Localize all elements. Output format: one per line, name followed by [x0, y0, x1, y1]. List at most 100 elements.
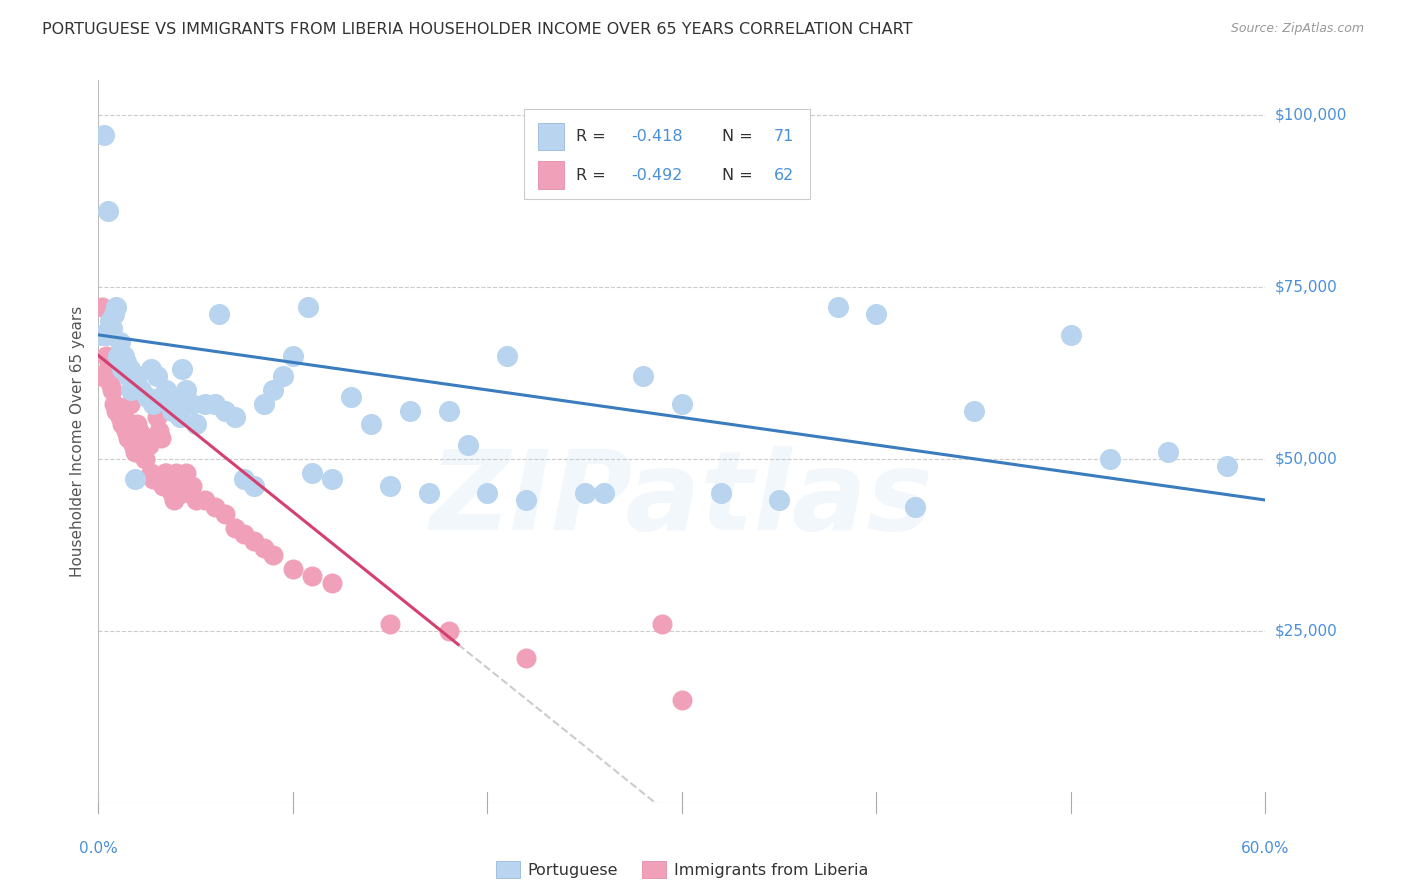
Point: [262, 548, 284, 562]
Text: 0.0%: 0.0%: [79, 840, 118, 855]
Point: [437, 403, 460, 417]
Point: [104, 403, 127, 417]
Point: [904, 500, 927, 514]
Point: [253, 541, 276, 556]
Point: [162, 403, 184, 417]
Point: [170, 362, 193, 376]
Text: -0.418: -0.418: [631, 129, 683, 145]
Point: [111, 417, 134, 432]
Point: [117, 369, 139, 384]
Point: [103, 397, 125, 411]
Point: [124, 445, 146, 459]
Point: [214, 403, 236, 417]
Point: [157, 472, 180, 486]
Point: [224, 520, 246, 534]
Point: [208, 307, 231, 321]
Point: [169, 410, 191, 425]
Point: [515, 493, 537, 508]
Point: [651, 616, 673, 631]
Text: R =: R =: [575, 169, 610, 183]
Point: [671, 397, 693, 411]
Point: [101, 383, 124, 397]
Point: [146, 369, 169, 384]
Text: N =: N =: [721, 129, 758, 145]
Point: [122, 376, 145, 390]
Point: [97, 362, 120, 376]
Point: [360, 417, 382, 432]
Point: [180, 397, 202, 411]
Point: [574, 486, 596, 500]
Point: [124, 472, 146, 486]
Point: [118, 362, 141, 376]
Point: [710, 486, 733, 500]
Text: $75,000: $75,000: [1275, 279, 1339, 294]
Text: 62: 62: [775, 169, 794, 183]
Point: [112, 410, 135, 425]
Point: [169, 479, 191, 493]
Point: [827, 301, 849, 315]
FancyBboxPatch shape: [538, 161, 564, 189]
Text: N =: N =: [721, 169, 758, 183]
Text: $25,000: $25,000: [1275, 624, 1339, 639]
Point: [96, 327, 118, 342]
Point: [98, 376, 121, 390]
Point: [204, 500, 226, 514]
Point: [93, 128, 115, 143]
Point: [398, 403, 420, 417]
Point: [204, 397, 226, 411]
Point: [103, 307, 125, 321]
Point: [233, 472, 256, 486]
Point: [159, 479, 181, 493]
Point: [114, 424, 136, 438]
Point: [155, 383, 177, 397]
Point: [114, 355, 136, 369]
Point: [127, 369, 149, 384]
Point: [1098, 451, 1121, 466]
Point: [768, 493, 790, 508]
Point: [194, 397, 217, 411]
Point: [340, 390, 363, 404]
Point: [380, 616, 402, 631]
Point: [165, 397, 187, 411]
Point: [194, 493, 217, 508]
FancyBboxPatch shape: [538, 123, 564, 151]
Point: [271, 369, 294, 384]
Point: [153, 466, 176, 480]
Point: [134, 451, 156, 466]
Y-axis label: Householder Income Over 65 years: Householder Income Over 65 years: [69, 306, 84, 577]
Point: [152, 479, 174, 493]
Point: [233, 527, 256, 541]
Point: [224, 410, 246, 425]
Text: ZIPatlas: ZIPatlas: [430, 446, 934, 553]
Text: PORTUGUESE VS IMMIGRANTS FROM LIBERIA HOUSEHOLDER INCOME OVER 65 YEARS CORRELATI: PORTUGUESE VS IMMIGRANTS FROM LIBERIA HO…: [42, 22, 912, 37]
Point: [138, 438, 160, 452]
Text: $50,000: $50,000: [1275, 451, 1339, 467]
Point: [297, 301, 319, 315]
Point: [1215, 458, 1237, 473]
Point: [121, 424, 143, 438]
Point: [1157, 445, 1180, 459]
Point: [214, 507, 236, 521]
Point: [477, 486, 499, 500]
Legend: Portuguese, Immigrants from Liberia: Portuguese, Immigrants from Liberia: [495, 862, 869, 878]
Point: [107, 403, 129, 417]
Point: [184, 493, 207, 508]
Text: R =: R =: [575, 129, 610, 145]
Point: [180, 479, 202, 493]
Point: [122, 438, 145, 452]
Point: [121, 383, 143, 397]
Text: 60.0%: 60.0%: [1241, 840, 1289, 855]
Point: [380, 479, 402, 493]
Point: [163, 493, 186, 508]
Point: [148, 424, 170, 438]
Point: [671, 692, 693, 706]
Point: [243, 534, 266, 549]
Point: [301, 568, 323, 582]
Point: [253, 397, 276, 411]
Point: [91, 301, 114, 315]
Point: [118, 397, 141, 411]
Point: [167, 472, 190, 486]
Point: [89, 369, 111, 384]
Point: [142, 472, 165, 486]
Point: [262, 383, 284, 397]
